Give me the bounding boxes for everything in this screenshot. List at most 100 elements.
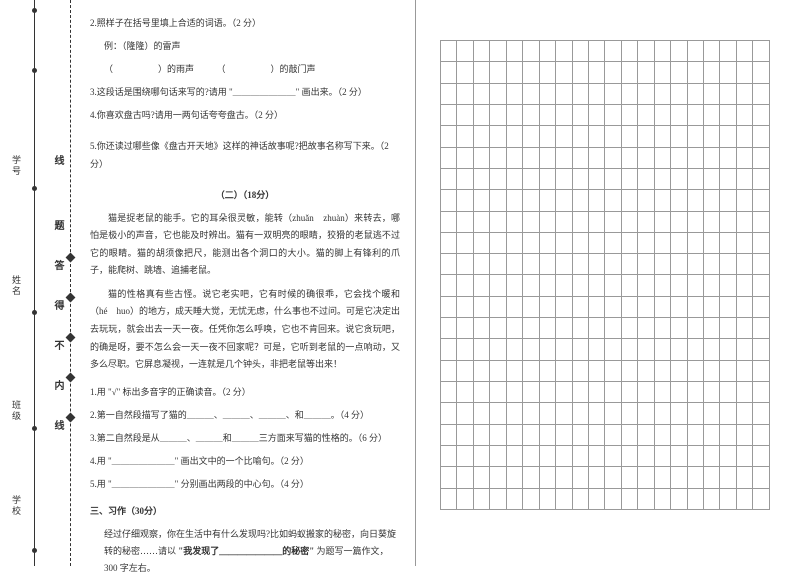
punch-hole bbox=[32, 310, 37, 315]
writing-cell bbox=[671, 467, 687, 488]
writing-cell bbox=[638, 83, 654, 104]
writing-cell bbox=[605, 382, 621, 403]
diamond-marker bbox=[66, 253, 76, 263]
writing-cell bbox=[720, 403, 736, 424]
writing-cell bbox=[720, 168, 736, 189]
writing-cell bbox=[490, 41, 506, 62]
writing-cell bbox=[588, 488, 604, 509]
writing-cell bbox=[605, 445, 621, 466]
writing-cell bbox=[506, 41, 522, 62]
writing-cell bbox=[638, 126, 654, 147]
writing-cell bbox=[473, 467, 489, 488]
writing-cell bbox=[753, 275, 770, 296]
writing-cell bbox=[523, 467, 539, 488]
writing-cell bbox=[588, 104, 604, 125]
writing-cell bbox=[621, 190, 637, 211]
writing-cell bbox=[704, 403, 720, 424]
writing-cell bbox=[638, 168, 654, 189]
writing-cell bbox=[753, 339, 770, 360]
writing-cell bbox=[441, 126, 457, 147]
writing-cell bbox=[457, 382, 473, 403]
writing-cell bbox=[621, 232, 637, 253]
writing-cell bbox=[605, 360, 621, 381]
writing-cell bbox=[753, 147, 770, 168]
writing-cell bbox=[736, 403, 752, 424]
writing-cell bbox=[490, 190, 506, 211]
writing-cell bbox=[539, 126, 555, 147]
writing-cell bbox=[490, 147, 506, 168]
writing-cell bbox=[720, 318, 736, 339]
writing-cell bbox=[539, 403, 555, 424]
writing-cell bbox=[654, 232, 670, 253]
writing-cell bbox=[687, 190, 703, 211]
writing-cell bbox=[671, 445, 687, 466]
writing-cell bbox=[473, 41, 489, 62]
s2-question-1: 1.用 "√" 标出多音字的正确读音。（2 分） bbox=[90, 384, 400, 401]
writing-cell bbox=[539, 339, 555, 360]
writing-cell bbox=[736, 254, 752, 275]
writing-cell bbox=[506, 254, 522, 275]
writing-cell bbox=[523, 168, 539, 189]
margin-label-student-id: 学号 bbox=[10, 155, 23, 177]
writing-cell bbox=[506, 232, 522, 253]
writing-cell bbox=[687, 382, 703, 403]
writing-cell bbox=[704, 147, 720, 168]
writing-cell bbox=[556, 232, 572, 253]
writing-cell bbox=[638, 318, 654, 339]
writing-cell bbox=[457, 445, 473, 466]
seal-text: 线 bbox=[50, 155, 65, 173]
writing-cell bbox=[753, 318, 770, 339]
writing-cell bbox=[490, 168, 506, 189]
writing-cell bbox=[720, 211, 736, 232]
writing-cell bbox=[671, 360, 687, 381]
writing-cell bbox=[704, 211, 720, 232]
writing-cell bbox=[441, 403, 457, 424]
writing-cell bbox=[605, 126, 621, 147]
writing-cell bbox=[457, 83, 473, 104]
writing-cell bbox=[473, 318, 489, 339]
writing-cell bbox=[539, 211, 555, 232]
writing-cell bbox=[556, 318, 572, 339]
writing-cell bbox=[687, 467, 703, 488]
binding-line-dashed bbox=[70, 0, 71, 566]
writing-cell bbox=[523, 62, 539, 83]
writing-cell bbox=[687, 424, 703, 445]
writing-cell bbox=[506, 360, 522, 381]
writing-cell bbox=[654, 83, 670, 104]
writing-cell bbox=[588, 424, 604, 445]
writing-cell bbox=[736, 83, 752, 104]
writing-cell bbox=[539, 424, 555, 445]
writing-cell bbox=[490, 467, 506, 488]
writing-cell bbox=[621, 445, 637, 466]
writing-cell bbox=[556, 424, 572, 445]
writing-cell bbox=[704, 232, 720, 253]
writing-cell bbox=[638, 275, 654, 296]
writing-cell bbox=[720, 147, 736, 168]
writing-cell bbox=[753, 168, 770, 189]
writing-cell bbox=[654, 424, 670, 445]
seal-text: 不 bbox=[50, 340, 65, 358]
writing-cell bbox=[490, 232, 506, 253]
writing-cell bbox=[671, 339, 687, 360]
writing-cell bbox=[605, 254, 621, 275]
writing-cell bbox=[671, 403, 687, 424]
writing-cell bbox=[539, 190, 555, 211]
writing-cell bbox=[441, 104, 457, 125]
question-5: 5.你还读过哪些像《盘古开天地》这样的神话故事呢?把故事名称写下来。（2 分） bbox=[90, 138, 400, 172]
writing-cell bbox=[490, 62, 506, 83]
writing-cell bbox=[441, 275, 457, 296]
writing-cell bbox=[506, 104, 522, 125]
writing-cell bbox=[523, 339, 539, 360]
writing-cell bbox=[556, 41, 572, 62]
punch-hole bbox=[32, 186, 37, 191]
writing-cell bbox=[556, 488, 572, 509]
writing-cell bbox=[523, 41, 539, 62]
writing-cell bbox=[605, 168, 621, 189]
writing-cell bbox=[654, 360, 670, 381]
writing-cell bbox=[523, 275, 539, 296]
writing-cell bbox=[473, 104, 489, 125]
writing-cell bbox=[457, 41, 473, 62]
writing-cell bbox=[523, 403, 539, 424]
writing-cell bbox=[654, 147, 670, 168]
writing-cell bbox=[638, 190, 654, 211]
